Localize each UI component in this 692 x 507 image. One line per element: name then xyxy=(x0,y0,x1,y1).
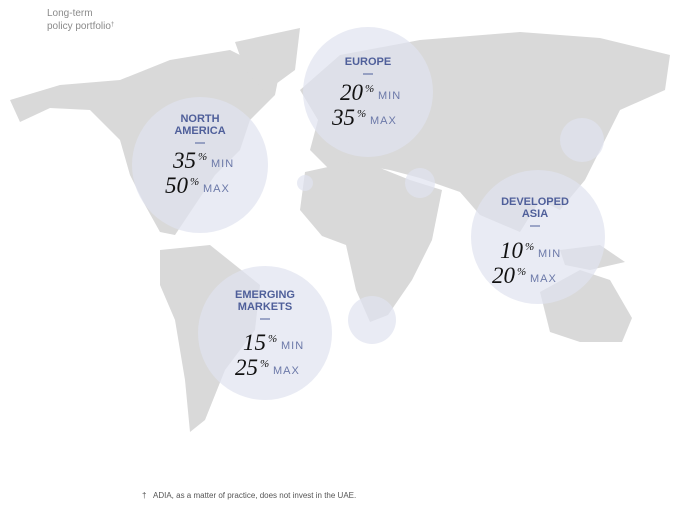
value-min: 35 xyxy=(172,148,196,173)
min-label: MIN xyxy=(378,90,401,102)
percent-sign: % xyxy=(517,266,526,278)
region-circles xyxy=(132,27,605,400)
max-label: MAX xyxy=(203,183,230,195)
title-line: policy portfolio† xyxy=(47,21,114,32)
percent-sign: % xyxy=(357,108,366,120)
region-name: MARKETS xyxy=(238,301,292,313)
greenland xyxy=(235,28,300,92)
circle-europe xyxy=(303,27,433,157)
title-mark: † xyxy=(111,22,114,28)
title-line: Long-term xyxy=(47,8,93,19)
circle-developed-asia xyxy=(471,170,605,304)
max-label: MAX xyxy=(530,273,557,285)
value-min: 15 xyxy=(243,330,266,355)
circle-small xyxy=(297,175,313,191)
footnote-mark: † xyxy=(142,491,146,500)
percent-sign: % xyxy=(268,333,277,345)
circle-small xyxy=(560,118,604,162)
value-min: 20 xyxy=(340,80,364,105)
percent-sign: % xyxy=(190,176,199,188)
region-name: ASIA xyxy=(522,208,548,220)
value-max: 35 xyxy=(331,105,355,130)
percent-sign: % xyxy=(525,241,534,253)
circle-small xyxy=(348,296,396,344)
percent-sign: % xyxy=(198,151,207,163)
percent-sign: % xyxy=(260,358,269,370)
region-name: AMERICA xyxy=(174,125,225,137)
value-max: 20 xyxy=(492,263,516,288)
min-label: MIN xyxy=(211,158,234,170)
max-label: MAX xyxy=(273,365,300,377)
min-label: MIN xyxy=(281,340,304,352)
region-name: EMERGING xyxy=(235,289,295,301)
value-max: 50 xyxy=(165,173,189,198)
value-max: 25 xyxy=(235,355,258,380)
circle-north-america xyxy=(132,97,268,233)
region-name: DEVELOPED xyxy=(501,196,569,208)
region-name: NORTH xyxy=(180,113,219,125)
max-label: MAX xyxy=(370,115,397,127)
percent-sign: % xyxy=(365,83,374,95)
value-min: 10 xyxy=(500,238,524,263)
region-name: EUROPE xyxy=(345,56,391,68)
africa xyxy=(300,160,442,322)
min-label: MIN xyxy=(538,248,561,260)
circle-small xyxy=(405,168,435,198)
circle-emerging-markets xyxy=(198,266,332,400)
footnote-text: ADIA, as a matter of practice, does not … xyxy=(153,491,356,500)
